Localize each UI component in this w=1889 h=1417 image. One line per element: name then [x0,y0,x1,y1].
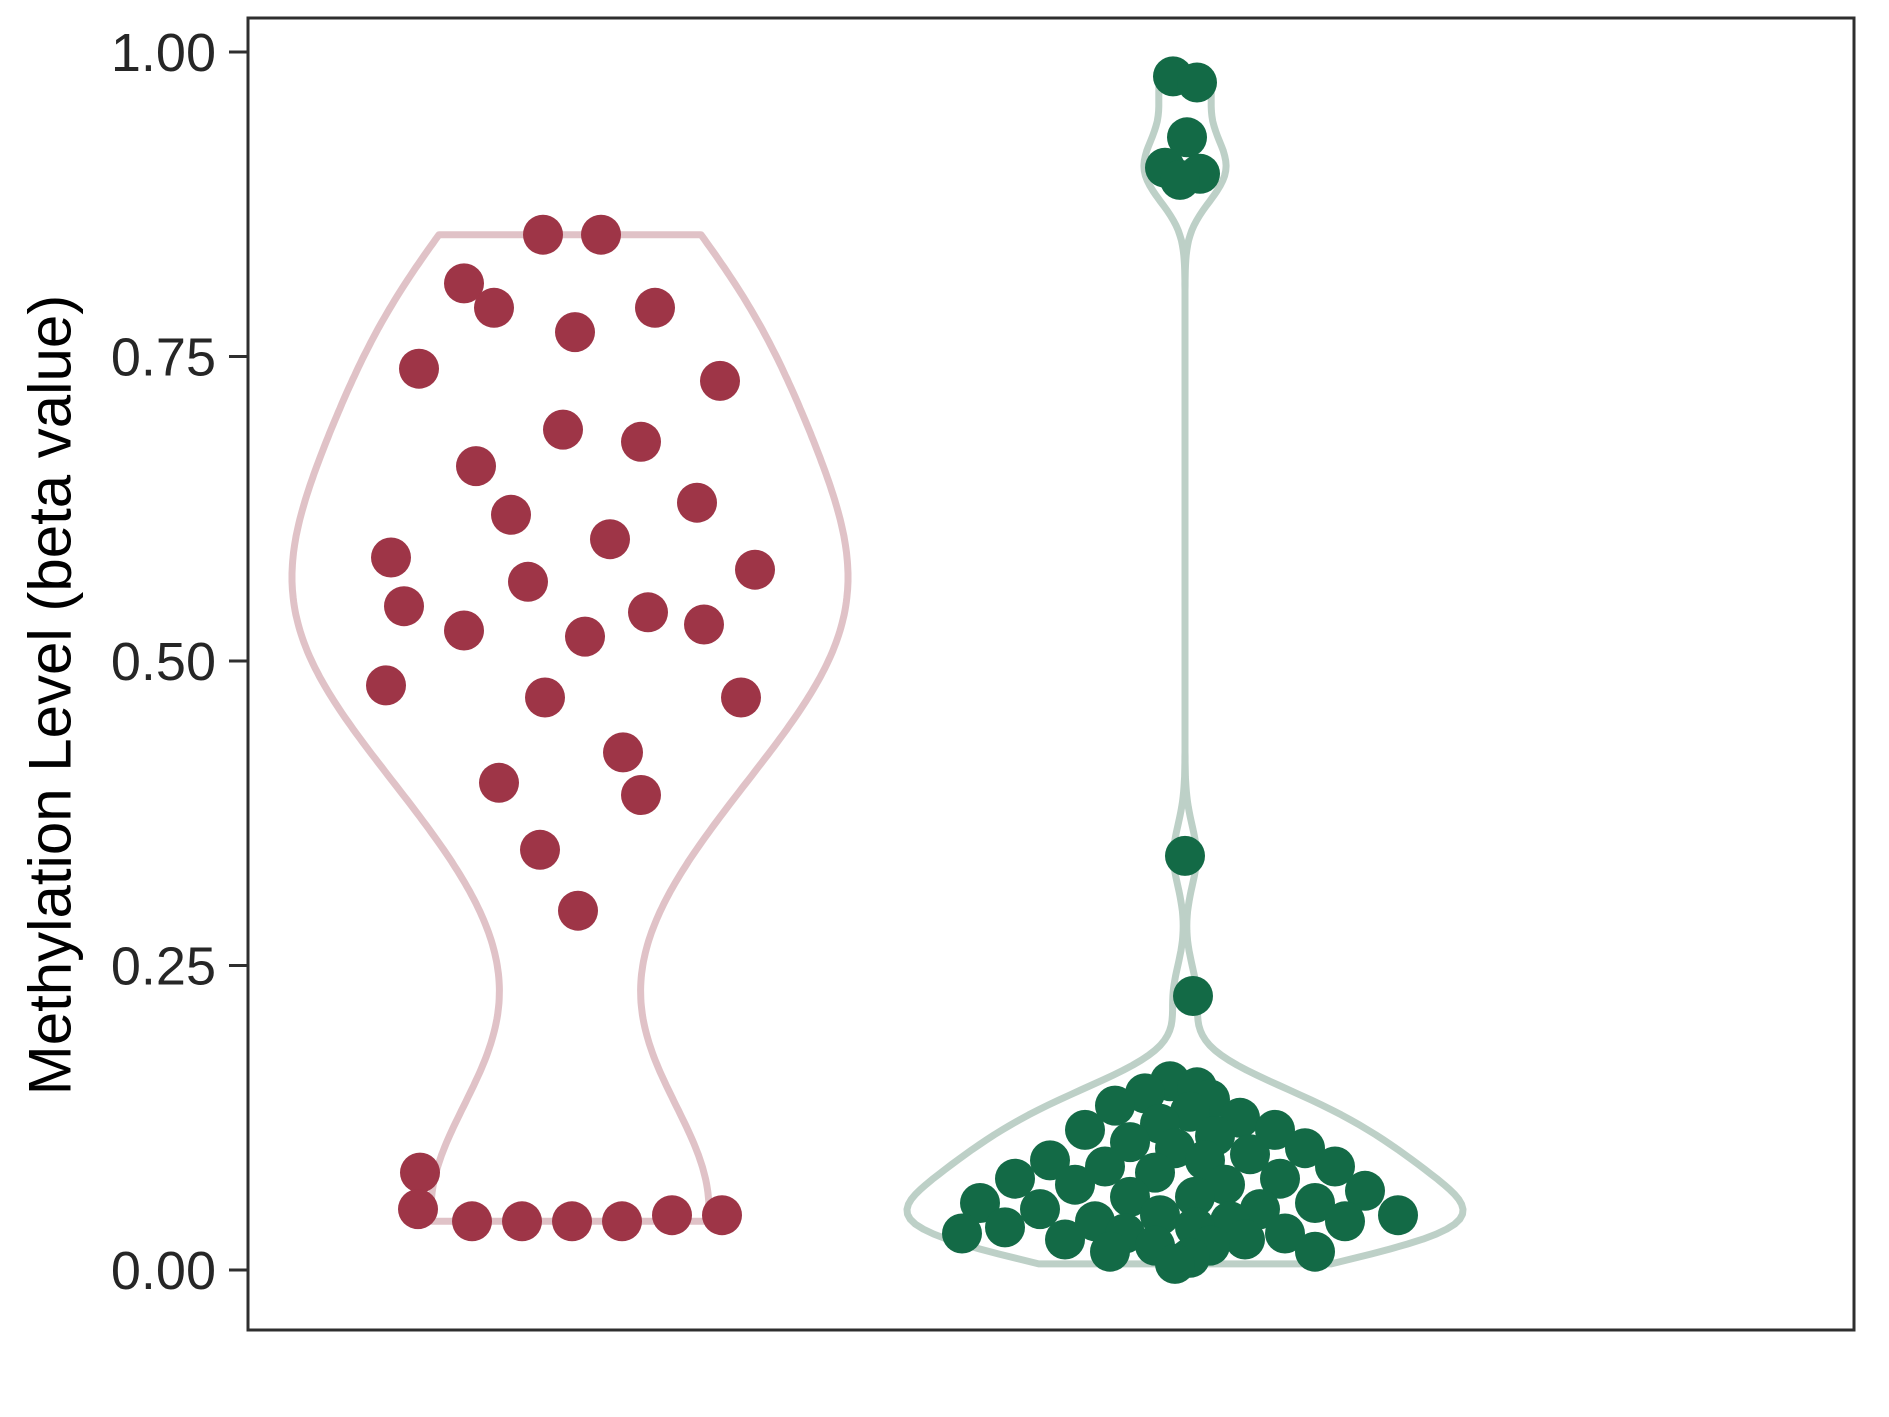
data-point-left [602,1201,642,1242]
data-point-right [1030,1140,1070,1181]
data-point-left [399,348,439,389]
data-point-right [1295,1183,1335,1223]
data-point-right [995,1158,1035,1199]
data-point-left [628,592,668,633]
data-point-left [508,561,548,602]
data-point-right [1295,1231,1335,1272]
data-point-right [1230,1134,1270,1175]
data-point-left [700,360,740,401]
data-point-right [1315,1146,1355,1187]
data-point-right [1175,1176,1215,1217]
data-point-left [565,616,605,657]
data-point-right [1165,835,1205,876]
data-point-right [1225,1219,1265,1260]
y-axis-title: Methylation Level (beta value) [16,294,84,1096]
data-point-right [1345,1170,1385,1211]
data-point-left [735,549,775,590]
data-point-left [621,775,661,815]
data-point-right [1085,1146,1125,1187]
data-point-left [444,263,484,304]
data-point-right [1095,1085,1135,1126]
data-point-right [1110,1122,1150,1163]
y-tick-label: 0.25 [111,937,216,997]
data-point-left [525,677,565,718]
data-point-right [960,1183,1000,1223]
data-point-left [702,1195,742,1236]
data-point-left [543,409,583,450]
data-point-right [1125,1073,1165,1114]
data-point-right [1090,1231,1130,1272]
data-point-left [384,586,424,627]
data-point-right [942,1213,982,1254]
data-point-left [456,446,496,487]
data-point-left [474,287,514,328]
data-point-right [1075,1201,1115,1242]
data-point-right [1255,1109,1295,1150]
data-point-left [444,610,484,651]
data-point-right [1205,1164,1245,1205]
data-point-left [366,665,406,706]
data-point-right [1260,1158,1300,1199]
data-point-right [1140,1195,1180,1236]
data-point-left [502,1201,542,1242]
data-point-left [491,494,531,535]
data-point-right [1167,117,1207,158]
data-point-right [1155,1243,1195,1284]
data-point-left [590,519,630,560]
data-point-left [520,829,560,870]
data-point-right [1135,1152,1175,1193]
y-tick-label: 1.00 [111,23,216,83]
data-point-left [552,1201,592,1242]
data-point-right [1265,1213,1305,1254]
data-point-right [1045,1219,1085,1260]
data-point-right [985,1207,1025,1248]
data-point-left [684,604,724,645]
data-point-left [621,421,661,462]
y-tick-label: 0.00 [111,1241,216,1301]
data-point-right [1177,62,1217,103]
data-point-left [677,482,717,523]
data-point-left [479,762,519,803]
data-point-left [603,732,643,773]
data-point-right [1110,1176,1150,1217]
data-point-right [1378,1195,1418,1236]
data-point-left [652,1195,692,1236]
data-point-right [1055,1164,1095,1205]
data-point-right [1160,159,1200,200]
data-point-left [452,1201,492,1242]
data-point-right [1170,1091,1210,1132]
data-point-left [581,214,621,255]
data-point-right [1020,1189,1060,1230]
data-point-left [523,214,563,255]
y-tick-label: 0.50 [111,632,216,692]
data-point-left [635,287,675,328]
data-point-right [1325,1201,1365,1242]
data-point-left [721,677,761,718]
y-tick-label: 0.75 [111,328,216,388]
data-point-right [1240,1189,1280,1230]
data-point-right [1173,976,1213,1016]
violin-outline-left [288,231,852,1225]
data-point-left [555,312,595,353]
data-point-right [1065,1109,1105,1150]
data-point-right [1285,1128,1325,1169]
data-point-left [558,890,598,931]
data-point-left [371,537,411,578]
data-point-left [400,1152,440,1193]
data-point-left [398,1189,438,1230]
